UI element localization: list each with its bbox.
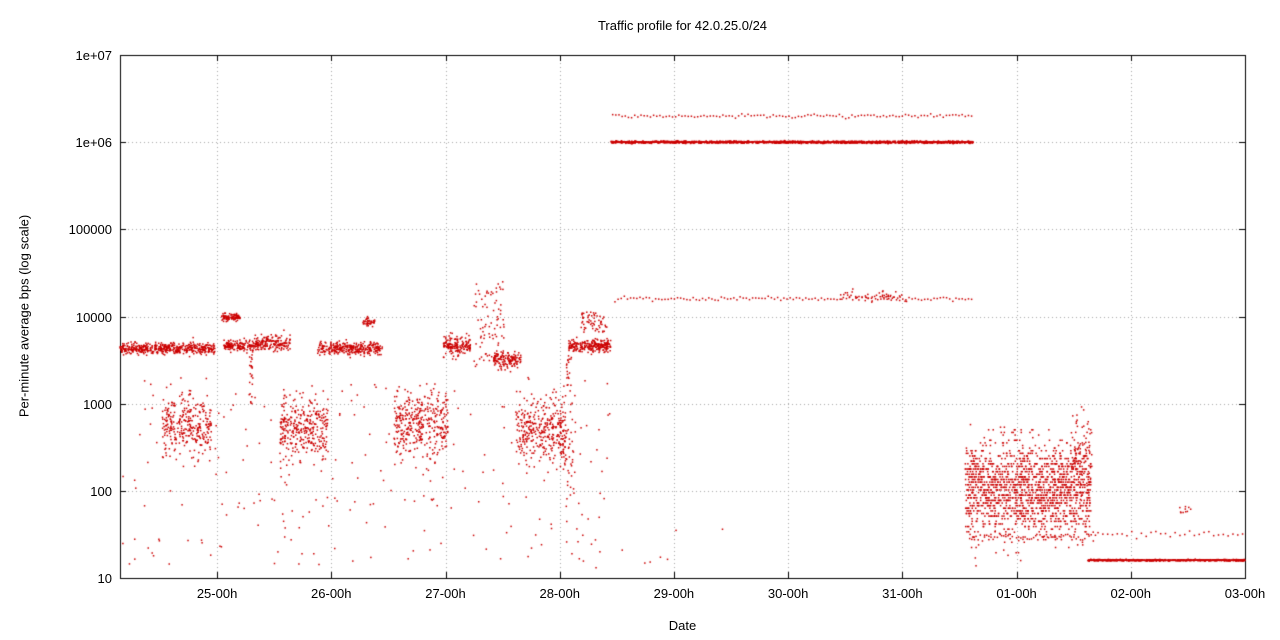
- y-tick-label: 1000: [83, 396, 112, 412]
- y-tick-label: 1e+06: [75, 135, 112, 151]
- y-tick-label: 100: [90, 483, 112, 499]
- x-tick-label: 26-00h: [311, 586, 352, 601]
- y-tick-label: 10000: [75, 309, 112, 325]
- x-tick-label: 03-00h: [1224, 586, 1266, 601]
- x-tick-label: 30-00h: [767, 586, 809, 601]
- y-tick-label: 10: [97, 571, 112, 586]
- x-tick-label: 29-00h: [653, 586, 695, 601]
- x-tick-label: 01-00h: [996, 586, 1037, 601]
- x-tick-label: 28-00h: [539, 586, 580, 601]
- x-tick-label: 31-00h: [882, 586, 923, 601]
- x-axis-label: Date: [668, 618, 697, 633]
- y-tick-label: 1e+07: [75, 48, 112, 63]
- chart-title: Traffic profile for 42.0.25.0/24: [597, 18, 768, 33]
- x-tick-label: 02-00h: [1110, 586, 1152, 601]
- x-tick-label: 25-00h: [196, 586, 238, 601]
- y-tick-label: 100000: [68, 222, 112, 238]
- x-tick-label: 27-00h: [425, 586, 466, 601]
